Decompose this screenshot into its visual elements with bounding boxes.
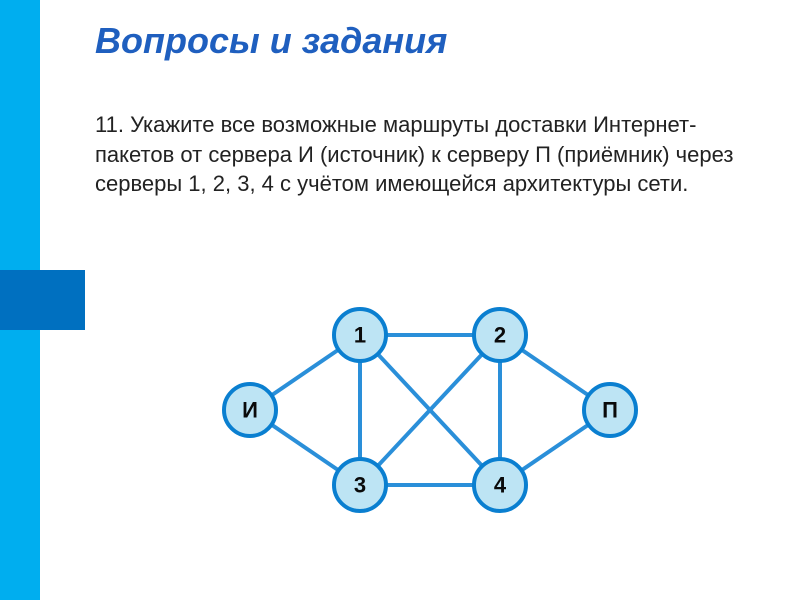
node-3: 3	[334, 459, 386, 511]
accent-bar	[0, 270, 85, 330]
node-label-2: 2	[494, 323, 506, 348]
node-label-1: 1	[354, 323, 366, 348]
graph-svg: И 1 2 3 4 П	[200, 280, 660, 540]
edges-group	[250, 335, 610, 485]
network-graph: И 1 2 3 4 П	[200, 280, 660, 540]
node-label-I: И	[242, 398, 258, 423]
page-title: Вопросы и задания	[95, 20, 447, 62]
node-1: 1	[334, 309, 386, 361]
node-I: И	[224, 384, 276, 436]
question-text: 11. Укажите все возможные маршруты доста…	[95, 110, 755, 199]
node-label-3: 3	[354, 473, 366, 498]
node-P: П	[584, 384, 636, 436]
node-4: 4	[474, 459, 526, 511]
node-2: 2	[474, 309, 526, 361]
node-label-P: П	[602, 398, 618, 423]
slide: Вопросы и задания 11. Укажите все возмож…	[0, 0, 800, 600]
node-label-4: 4	[494, 473, 507, 498]
